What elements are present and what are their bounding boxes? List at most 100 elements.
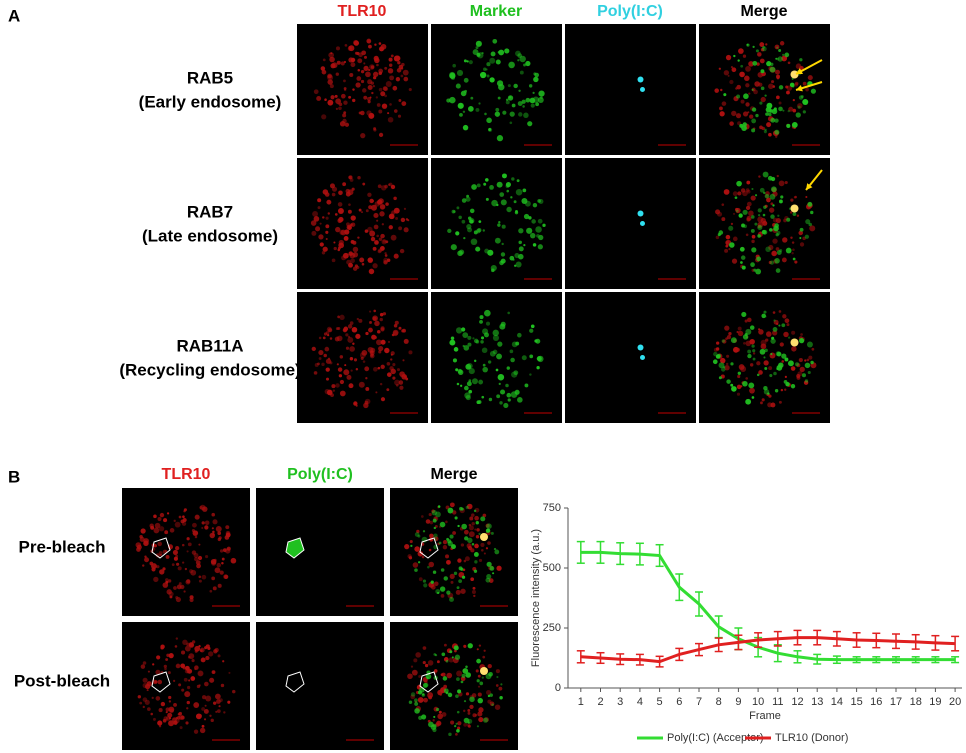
signal xyxy=(775,95,780,100)
signal xyxy=(790,70,799,79)
signal xyxy=(178,582,182,586)
x-tick-label: 4 xyxy=(637,696,643,708)
signal xyxy=(194,649,198,653)
signal xyxy=(477,692,482,697)
signal xyxy=(393,55,400,62)
signal xyxy=(158,708,163,713)
signal xyxy=(325,377,330,381)
signal xyxy=(319,222,322,225)
signal xyxy=(745,102,750,107)
signal xyxy=(760,96,766,103)
signal xyxy=(168,720,175,727)
signal xyxy=(517,397,523,403)
signal xyxy=(441,712,447,717)
signal xyxy=(384,66,388,70)
signal xyxy=(491,199,498,207)
signal xyxy=(199,647,205,653)
signal xyxy=(464,89,468,93)
signal xyxy=(488,671,493,677)
signal xyxy=(774,389,779,393)
column-header: Merge xyxy=(430,466,477,483)
signal xyxy=(718,376,722,380)
signal xyxy=(810,210,814,215)
signal xyxy=(147,670,150,673)
signal xyxy=(449,502,455,508)
signal xyxy=(466,381,472,387)
signal xyxy=(766,61,772,67)
x-tick-label: 10 xyxy=(752,696,764,708)
signal xyxy=(483,182,487,186)
signal xyxy=(791,346,797,352)
signal xyxy=(389,103,392,106)
signal xyxy=(355,82,361,88)
signal xyxy=(802,236,806,241)
signal xyxy=(354,264,359,268)
signal xyxy=(223,711,226,714)
signal xyxy=(315,226,321,232)
signal xyxy=(526,227,533,234)
signal xyxy=(752,45,755,48)
signal xyxy=(756,62,760,66)
signal xyxy=(435,707,440,712)
signal xyxy=(495,669,500,674)
signal xyxy=(168,700,172,703)
signal xyxy=(390,184,396,190)
signal xyxy=(337,102,340,105)
signal xyxy=(511,177,515,181)
signal xyxy=(166,512,170,515)
signal xyxy=(352,240,357,245)
signal xyxy=(501,173,507,179)
signal xyxy=(204,646,208,650)
signal xyxy=(355,333,361,339)
signal xyxy=(396,368,400,372)
signal xyxy=(350,62,356,68)
signal xyxy=(740,261,743,264)
y-tick-label: 750 xyxy=(543,502,561,514)
signal xyxy=(409,540,413,544)
signal xyxy=(717,233,721,237)
signal xyxy=(775,247,780,251)
signal xyxy=(338,190,343,196)
signal xyxy=(737,191,742,196)
signal xyxy=(769,207,775,213)
signal xyxy=(227,700,231,704)
signal xyxy=(165,711,168,714)
signal xyxy=(331,258,336,263)
signal xyxy=(329,361,333,365)
signal xyxy=(750,195,756,201)
signal xyxy=(802,110,806,114)
signal xyxy=(517,332,522,338)
signal xyxy=(804,359,807,362)
signal xyxy=(515,341,520,346)
signal xyxy=(751,396,755,399)
signal xyxy=(322,336,326,340)
signal xyxy=(209,714,212,717)
column-header: TLR10 xyxy=(162,466,211,483)
signal xyxy=(740,64,744,68)
signal xyxy=(491,703,494,706)
signal xyxy=(150,712,153,716)
signal xyxy=(178,711,182,716)
signal xyxy=(136,544,142,550)
signal xyxy=(146,681,152,687)
signal xyxy=(322,189,329,195)
signal xyxy=(217,537,222,542)
signal xyxy=(736,330,739,334)
signal xyxy=(396,68,402,73)
signal xyxy=(335,72,339,76)
signal xyxy=(745,188,750,192)
signal xyxy=(153,514,157,519)
signal xyxy=(466,503,473,510)
signal xyxy=(187,542,192,547)
signal xyxy=(404,543,410,550)
signal xyxy=(775,69,781,75)
signal xyxy=(201,526,204,530)
signal xyxy=(467,709,471,712)
signal xyxy=(368,44,372,49)
row-label: Post-bleach xyxy=(14,671,110,690)
signal xyxy=(478,102,481,105)
signal xyxy=(776,231,781,236)
signal xyxy=(190,676,196,681)
signal xyxy=(379,317,384,322)
signal xyxy=(460,543,465,547)
